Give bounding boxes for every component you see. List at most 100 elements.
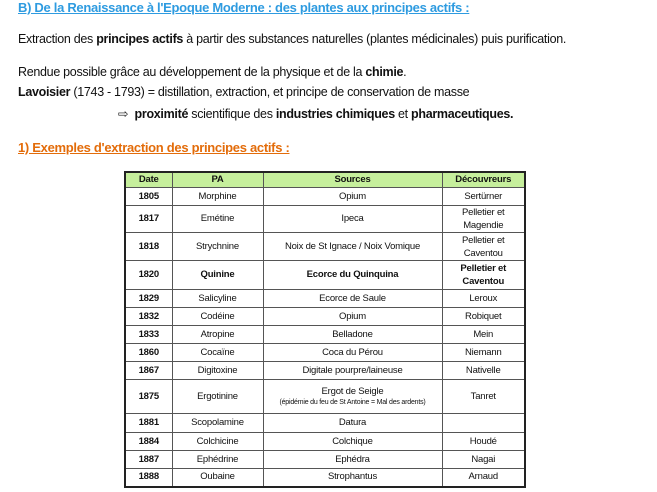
paragraph-chimie: Rendue possible grâce au développement d… <box>18 65 407 79</box>
cell-text: Ephédra <box>335 453 370 465</box>
source-cell: Belladone <box>262 325 443 344</box>
cell-text: Pelletier et Caventou <box>462 234 505 259</box>
discoverer-cell: Arnaud <box>441 468 526 487</box>
cell-text: 1881 <box>138 417 160 428</box>
date-cell: 1820 <box>124 260 173 290</box>
discoverer-cell: Leroux <box>441 289 526 308</box>
cell-text: Cocaïne <box>200 346 235 358</box>
pa-cell: Digitoxine <box>171 361 264 380</box>
cell-text: Datura <box>338 417 367 428</box>
date-cell: 1805 <box>124 187 173 206</box>
source-cell: Ephédra <box>262 450 443 469</box>
column-header: Sources <box>262 171 443 188</box>
discoverer-cell <box>441 413 526 433</box>
source-cell: Ecorce de Saule <box>262 289 443 308</box>
table-row: 1860 Cocaïne Coca du Pérou Niemann <box>124 343 526 362</box>
table-row: 1833 Atropine Belladone Mein <box>124 325 526 344</box>
discoverer-cell: Sertürner <box>441 187 526 206</box>
cell-text: Scopolamine <box>191 417 244 428</box>
cell-text: Ephédrine <box>196 453 239 465</box>
cell-text: Ergot de Seigle <box>321 386 384 397</box>
table-row: 1875 Ergotinine Ergot de Seigle (épidémie d… <box>124 379 526 414</box>
table-row: 1817 Emétine Ipeca Pelletier et Magendie <box>124 205 526 233</box>
column-header: PA <box>171 171 264 188</box>
cell-text: Leroux <box>469 292 498 304</box>
cell-text: Salicyline <box>198 292 237 304</box>
discoverer-cell: Nativelle <box>441 361 526 380</box>
discoverer-cell: Nagai <box>441 450 526 469</box>
cell-text: 1829 <box>138 292 160 304</box>
table-row: 1881 Scopolamine Datura <box>124 413 526 433</box>
paragraph-proximite: ⇨ proximité scientifique des industries … <box>118 107 514 121</box>
pa-cell: Scopolamine <box>171 413 264 433</box>
cell-text: 1884 <box>138 435 160 447</box>
pa-cell: Cocaïne <box>171 343 264 362</box>
pa-cell: Emétine <box>171 205 264 233</box>
cell-text: Mein <box>473 328 494 340</box>
cell-text: Pelletier et Magendie <box>462 207 505 231</box>
cell-text: Robiquet <box>465 310 502 322</box>
date-cell: 1881 <box>124 413 173 433</box>
pa-cell: Quinine <box>171 260 264 290</box>
date-cell: 1875 <box>124 379 173 414</box>
discoverer-cell: Robiquet <box>441 307 526 326</box>
cell-text: Emétine <box>200 213 235 224</box>
table-row: 1888 Oubaine Strophantus Arnaud <box>124 468 526 487</box>
pa-cell: Oubaine <box>171 468 264 487</box>
arrow-icon: ⇨ <box>118 107 129 121</box>
cell-text: Coca du Pérou <box>322 346 383 358</box>
cell-text: Ergotinine <box>197 390 238 402</box>
discoverer-cell: Pelletier et Magendie <box>441 205 526 233</box>
column-header: Découvreurs <box>441 171 526 188</box>
pa-cell: Morphine <box>171 187 264 206</box>
cell-text: Morphine <box>198 190 237 202</box>
cell-text: 1817 <box>138 213 160 224</box>
cell-text: 1832 <box>138 310 160 322</box>
cell-note: (épidémie du feu de St Antoine = Mal des… <box>279 399 426 406</box>
cell-text: 1820 <box>138 269 160 280</box>
table-row: 1867 Digitoxine Digitale pourpre/laineuse N… <box>124 361 526 380</box>
cell-text: 1875 <box>138 390 160 402</box>
table-row: 1805 Morphine Opium Sertürner <box>124 187 526 206</box>
pa-cell: Codéine <box>171 307 264 326</box>
source-cell: Opium <box>262 187 443 206</box>
date-cell: 1860 <box>124 343 173 362</box>
source-cell: Ergot de Seigle (épidémie du feu de St An… <box>262 379 443 414</box>
cell-text: Arnaud <box>468 471 499 483</box>
discoverer-cell: Pelletier et Caventou <box>441 232 526 261</box>
source-cell: Ipeca <box>262 205 443 233</box>
cell-text: Tanret <box>470 390 496 402</box>
cell-text: Opium <box>339 190 366 202</box>
cell-text: Codéine <box>200 310 235 322</box>
date-cell: 1829 <box>124 289 173 308</box>
table-row: 1832 Codéine Opium Robiquet <box>124 307 526 326</box>
table-row: 1829 Salicyline Ecorce de Saule Leroux <box>124 289 526 308</box>
cell-text: Houdé <box>469 435 497 447</box>
paragraph-extraction: Extraction des principes actifs à partir… <box>18 32 567 46</box>
cell-text: Niemann <box>464 346 502 358</box>
discoverer-cell: Tanret <box>441 379 526 414</box>
extraction-table: Date PA Sources Découvreurs 1805 Morphine Opi… <box>124 171 526 488</box>
pa-cell: Salicyline <box>171 289 264 308</box>
cell-text: Colchique <box>332 435 373 447</box>
table-row: 1820 Quinine Ecorce du Quinquina Pelletier … <box>124 260 526 290</box>
paragraph-lavoisier: Lavoisier (1743 - 1793) = distillation, … <box>18 85 470 99</box>
table-row: 1884 Colchicine Colchique Houdé <box>124 432 526 451</box>
source-cell: Opium <box>262 307 443 326</box>
pa-cell: Ergotinine <box>171 379 264 414</box>
cell-text: Atropine <box>200 328 235 340</box>
pa-cell: Atropine <box>171 325 264 344</box>
cell-text: Pelletier et Caventou <box>460 263 507 287</box>
source-cell: Noix de St Ignace / Noix Vomique <box>262 232 443 261</box>
cell-text: Opium <box>339 310 366 322</box>
source-cell: Coca du Pérou <box>262 343 443 362</box>
source-cell: Strophantus <box>262 468 443 487</box>
cell-text: Noix de St Ignace / Noix Vomique <box>284 240 421 252</box>
cell-text: 1867 <box>138 364 160 376</box>
discoverer-cell: Niemann <box>441 343 526 362</box>
section-heading: B) De la Renaissance à l'Epoque Moderne … <box>18 0 470 15</box>
discoverer-cell: Houdé <box>441 432 526 451</box>
date-cell: 1818 <box>124 232 173 261</box>
cell-text: 1887 <box>138 453 160 465</box>
subsection-heading: 1) Exemples d'extraction des principes a… <box>18 140 290 155</box>
